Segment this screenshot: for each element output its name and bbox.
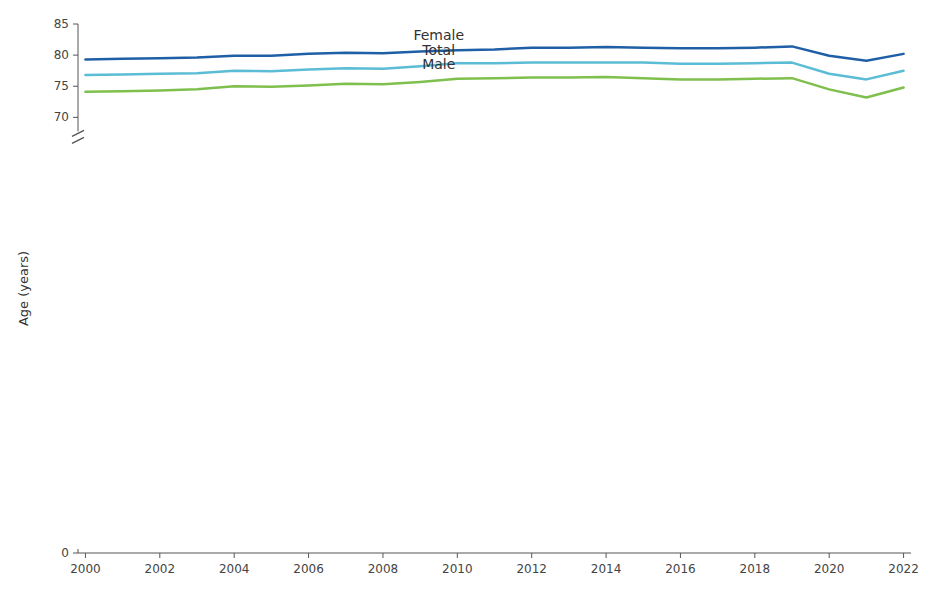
x-tick: [680, 553, 681, 558]
chart: 2000 2002 2004 2006 2008 2010 2012 2014 2016 2018…: [0, 0, 935, 601]
line-label: Male: [422, 56, 455, 72]
y-tick: [73, 24, 78, 25]
y-tick-label: 75: [54, 79, 69, 93]
x-tick: [531, 553, 532, 558]
x-tick: [308, 553, 309, 558]
plot-area: [85, 46, 903, 97]
x-tick-label: 2000: [70, 562, 101, 576]
series-line: [85, 63, 903, 80]
x-tick: [85, 553, 86, 558]
x-tick: [829, 553, 830, 558]
x-tick: [159, 553, 160, 558]
y-axis-line: [78, 24, 79, 131]
x-tick: [457, 553, 458, 558]
series-line: [85, 77, 903, 98]
y-tick-label: 0: [61, 546, 69, 560]
x-tick-label: 2010: [442, 562, 473, 576]
y-tick: [73, 117, 78, 118]
x-tick-label: 2020: [814, 562, 845, 576]
y-tick-label: 85: [54, 17, 69, 31]
x-tick: [382, 553, 383, 558]
x-tick-label: 2004: [219, 562, 250, 576]
x-tick-label: 2014: [591, 562, 622, 576]
x-tick: [234, 553, 235, 558]
y-axis-line: [78, 549, 79, 553]
x-tick-label: 2016: [665, 562, 696, 576]
axis-break: [72, 137, 84, 143]
y-tick-label: 70: [54, 110, 69, 124]
x-tick-label: 2006: [293, 562, 324, 576]
x-tick: [754, 553, 755, 558]
y-tick: [73, 55, 78, 56]
series-line: [85, 46, 903, 60]
x-tick-label: 2022: [888, 562, 919, 576]
x-tick-label: 2008: [368, 562, 399, 576]
x-tick: [903, 553, 904, 558]
x-tick-label: 2018: [740, 562, 771, 576]
x-tick-label: 2012: [516, 562, 547, 576]
y-axis-title: Age (years): [16, 251, 31, 326]
y-tick-label: 80: [54, 48, 69, 62]
x-tick: [606, 553, 607, 558]
line-label: Female: [413, 27, 464, 43]
x-tick-label: 2002: [145, 562, 176, 576]
axis-break: [72, 130, 84, 136]
x-axis-line: [78, 553, 911, 554]
y-tick: [73, 553, 78, 554]
y-tick: [73, 86, 78, 87]
